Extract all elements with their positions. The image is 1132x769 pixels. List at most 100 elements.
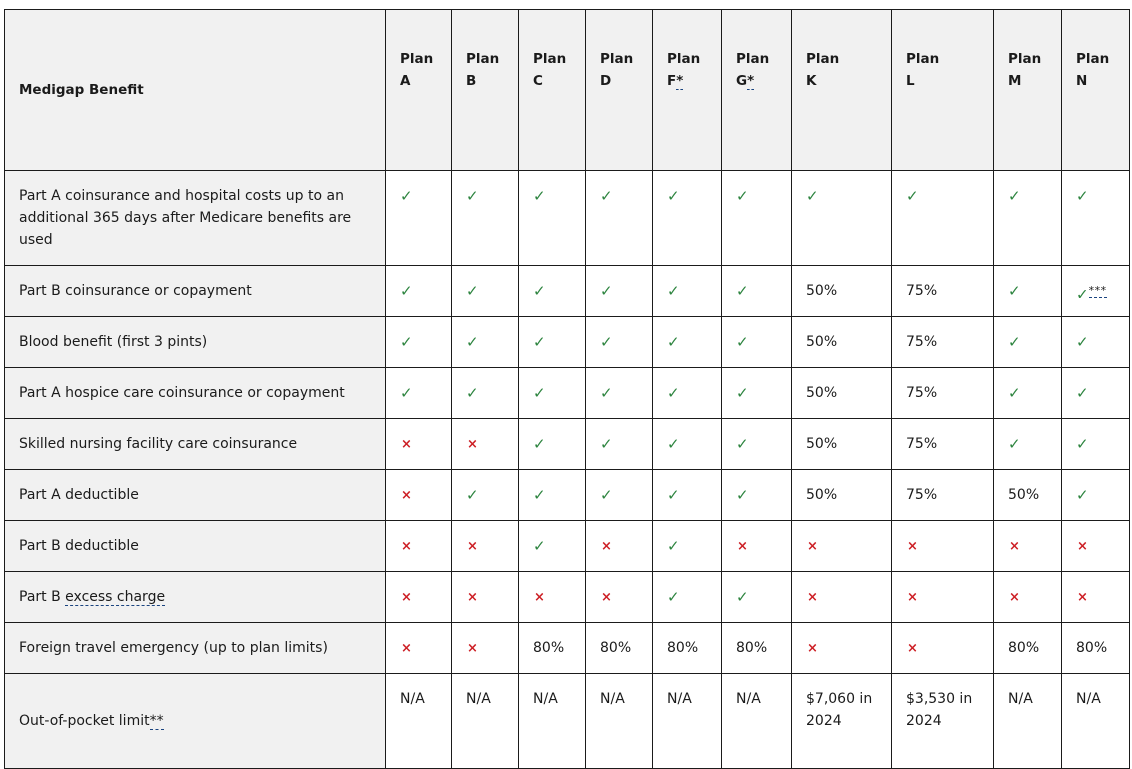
plan-letter: N [1076, 73, 1088, 89]
plan-word: Plan [1008, 51, 1042, 67]
plan-cell-l: × [891, 520, 994, 572]
plan-cell-d: ✓ [585, 265, 653, 317]
coverage-value: $3,530 in 2024 [906, 691, 973, 729]
checkmark-icon: ✓ [600, 486, 613, 504]
plan-cell-d: ✓ [585, 469, 653, 521]
checkmark-icon: ✓ [1076, 187, 1089, 205]
x-mark-icon: × [601, 590, 612, 605]
table-row: Out-of-pocket limit** N/A N/A N/A N/A N/A N/A $… [4, 673, 1130, 769]
x-mark-icon: × [1009, 590, 1020, 605]
benefit-label: Skilled nursing facility care coinsuranc… [4, 418, 386, 470]
glossary-term-link[interactable]: excess charge [65, 589, 166, 606]
plan-cell-g: ✓ [721, 170, 792, 266]
checkmark-icon: ✓ [533, 282, 546, 300]
plan-cell-b: × [451, 520, 519, 572]
plan-column-header-n: Plan N [1061, 9, 1130, 171]
checkmark-icon: ✓ [906, 187, 919, 205]
plan-cell-g: ✓ [721, 316, 792, 368]
plan-cell-d: N/A [585, 673, 653, 769]
plan-cell-f: ✓ [652, 571, 722, 623]
coverage-value: 80% [1008, 640, 1040, 656]
plan-cell-n: × [1061, 571, 1130, 623]
plan-word: Plan [533, 51, 567, 67]
checkmark-icon: ✓ [736, 435, 749, 453]
plan-cell-g: ✓ [721, 418, 792, 470]
x-mark-icon: × [467, 539, 478, 554]
checkmark-icon: ✓ [600, 435, 613, 453]
plan-cell-d: ✓ [585, 316, 653, 368]
plan-cell-b: ✓ [451, 316, 519, 368]
plan-cell-k: 50% [791, 367, 892, 419]
plan-footnote-link[interactable]: * [747, 73, 755, 90]
plan-cell-a: × [385, 469, 452, 521]
checkmark-icon: ✓ [600, 384, 613, 402]
plan-cell-d: ✓ [585, 367, 653, 419]
plan-cell-c: × [518, 571, 586, 623]
plan-cell-n: ✓ [1061, 418, 1130, 470]
coverage-value: 75% [906, 487, 938, 503]
plan-cell-m: ✓ [993, 170, 1062, 266]
plan-cell-l: 75% [891, 316, 994, 368]
plan-footnote-link[interactable]: * [676, 73, 684, 90]
checkmark-icon: ✓ [806, 187, 819, 205]
coverage-value: N/A [600, 691, 625, 707]
benefit-text: Foreign travel emergency (up to plan lim… [19, 640, 328, 656]
checkmark-icon: ✓ [533, 333, 546, 351]
checkmark-icon: ✓ [667, 282, 680, 300]
checkmark-icon: ✓ [1076, 384, 1089, 402]
plan-word: Plan [600, 51, 634, 67]
checkmark-icon: ✓ [736, 333, 749, 351]
plan-cell-l: 75% [891, 469, 994, 521]
plan-word: Plan [1076, 51, 1110, 67]
plan-cell-m: ✓ [993, 316, 1062, 368]
plan-word: Plan [736, 51, 770, 67]
plan-letter: K [806, 73, 817, 89]
plan-column-header-m: Plan M [993, 9, 1062, 171]
plan-cell-a: × [385, 418, 452, 470]
plan-cell-m: 80% [993, 622, 1062, 674]
plan-cell-d: × [585, 571, 653, 623]
plan-cell-b: ✓ [451, 170, 519, 266]
table-row: Part A deductible × ✓ ✓ ✓ ✓ ✓ 50% 75% 50% ✓ [4, 469, 1130, 521]
benefit-text: Out-of-pocket limit [19, 713, 150, 729]
footnote-link[interactable]: *** [1088, 284, 1107, 298]
coverage-value: N/A [466, 691, 491, 707]
x-mark-icon: × [1077, 539, 1088, 554]
checkmark-icon: ✓ [400, 384, 413, 402]
header-row: Medigap Benefit Plan A Plan B Plan C Plan D Plan F… [4, 9, 1130, 171]
plan-cell-k: ✓ [791, 170, 892, 266]
checkmark-icon: ✓ [1076, 285, 1089, 304]
plan-cell-k: × [791, 520, 892, 572]
plan-letter: C [533, 73, 543, 89]
coverage-value: 80% [736, 640, 768, 656]
checkmark-icon: ✓ [1008, 187, 1021, 205]
checkmark-icon: ✓ [466, 384, 479, 402]
plan-cell-b: ✓ [451, 469, 519, 521]
checkmark-icon: ✓ [466, 187, 479, 205]
benefit-text: Blood benefit (first 3 pints) [19, 334, 208, 350]
plan-cell-n: ✓ [1061, 170, 1130, 266]
checkmark-icon: ✓ [1076, 435, 1089, 453]
plan-cell-a: ✓ [385, 170, 452, 266]
plan-cell-c: ✓ [518, 418, 586, 470]
table-row: Part A hospice care coinsurance or copay… [4, 367, 1130, 419]
checkmark-icon: ✓ [1008, 384, 1021, 402]
benefit-label: Part A coinsurance and hospital costs up… [4, 170, 386, 266]
checkmark-icon: ✓ [736, 187, 749, 205]
x-mark-icon: × [601, 539, 612, 554]
x-mark-icon: × [401, 437, 412, 452]
plan-cell-b: × [451, 418, 519, 470]
checkmark-icon: ✓ [600, 187, 613, 205]
coverage-value: 75% [906, 283, 938, 299]
table-body: Part A coinsurance and hospital costs up… [4, 170, 1130, 769]
plan-cell-l: $3,530 in 2024 [891, 673, 994, 769]
plan-cell-k: 50% [791, 418, 892, 470]
benefit-text: Skilled nursing facility care coinsuranc… [19, 436, 298, 452]
table-row: Part B deductible × × ✓ × ✓ × × × × × [4, 520, 1130, 572]
plan-cell-m: ✓ [993, 367, 1062, 419]
plan-cell-b: × [451, 622, 519, 674]
checkmark-icon: ✓ [667, 435, 680, 453]
plan-cell-n: 80% [1061, 622, 1130, 674]
checkmark-icon: ✓ [1008, 282, 1021, 300]
plan-word: Plan [400, 51, 434, 67]
